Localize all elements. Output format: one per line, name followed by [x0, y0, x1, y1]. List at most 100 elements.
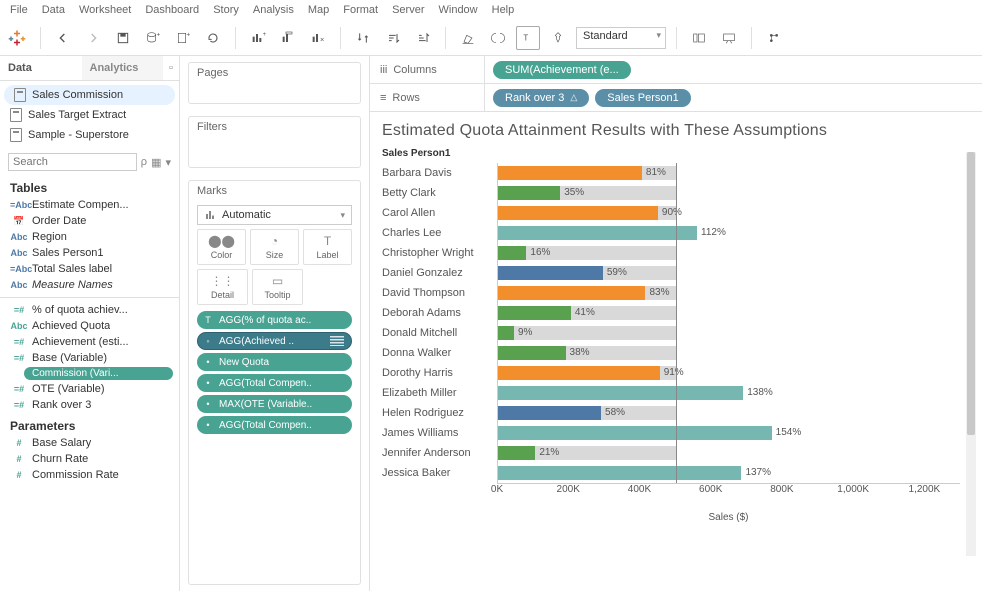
menu-window[interactable]: Window: [439, 4, 478, 16]
field-item[interactable]: AbcSales Person1: [0, 245, 179, 261]
show-labels-button[interactable]: T: [516, 26, 540, 50]
chart-row[interactable]: 16%: [498, 243, 960, 263]
chart-row[interactable]: 83%: [498, 283, 960, 303]
analytics-tab[interactable]: Analytics: [82, 56, 164, 80]
show-me-button[interactable]: [762, 26, 786, 50]
filters-shelf[interactable]: Filters: [188, 116, 361, 168]
row-label[interactable]: Dorothy Harris: [382, 363, 497, 383]
presentation-button[interactable]: [717, 26, 741, 50]
pin-button[interactable]: [546, 26, 570, 50]
field-item[interactable]: =AbcTotal Sales label: [0, 261, 179, 277]
field-item[interactable]: AbcRegion: [0, 229, 179, 245]
field-item[interactable]: =#Base (Variable): [0, 350, 179, 366]
row-label[interactable]: Christopher Wright: [382, 243, 497, 263]
chart-row[interactable]: 137%: [498, 463, 960, 483]
fit-selector[interactable]: Standard: [576, 27, 666, 49]
shelf-pill[interactable]: SUM(Achievement (e...: [493, 61, 631, 79]
shelf-pill[interactable]: Rank over 3△: [493, 89, 589, 107]
show-cards-button[interactable]: [687, 26, 711, 50]
chart-plot[interactable]: 81%35%90%112%16%59%83%41%9%38%91%138%58%…: [497, 163, 960, 484]
filter-icon[interactable]: ▾: [165, 156, 171, 169]
mark-pill[interactable]: •AGG(Total Compen..: [197, 416, 352, 434]
field-item[interactable]: =#OTE (Variable): [0, 381, 179, 397]
new-sheet-icon[interactable]: +: [246, 26, 270, 50]
marks-tooltip[interactable]: ▭Tooltip: [252, 269, 303, 305]
group-button[interactable]: [486, 26, 510, 50]
row-label[interactable]: David Thompson: [382, 283, 497, 303]
pane-menu-icon[interactable]: ▫: [163, 56, 179, 80]
data-tab[interactable]: Data: [0, 56, 82, 80]
chart-row[interactable]: 59%: [498, 263, 960, 283]
chart-row[interactable]: 138%: [498, 383, 960, 403]
chart-row[interactable]: 112%: [498, 223, 960, 243]
field-item[interactable]: #Commission Rate: [0, 467, 179, 483]
clear-sheet-icon[interactable]: ×: [306, 26, 330, 50]
menu-file[interactable]: File: [10, 4, 28, 16]
row-label[interactable]: Deborah Adams: [382, 303, 497, 323]
chart-row[interactable]: 81%: [498, 163, 960, 183]
menu-format[interactable]: Format: [343, 4, 378, 16]
new-worksheet-button[interactable]: +: [171, 26, 195, 50]
refresh-button[interactable]: [201, 26, 225, 50]
row-label[interactable]: Elizabeth Miller: [382, 383, 497, 403]
search-clear-icon[interactable]: ρ: [141, 156, 147, 168]
field-item[interactable]: 📅Order Date: [0, 213, 179, 229]
row-label[interactable]: Carol Allen: [382, 203, 497, 223]
chart-row[interactable]: 154%: [498, 423, 960, 443]
field-item[interactable]: #Churn Rate: [0, 451, 179, 467]
data-source-item[interactable]: Sales Target Extract: [0, 105, 179, 125]
row-label[interactable]: Barbara Davis: [382, 163, 497, 183]
mark-pill[interactable]: •AGG(Total Compen..: [197, 374, 352, 392]
chart-row[interactable]: 21%: [498, 443, 960, 463]
menu-help[interactable]: Help: [492, 4, 515, 16]
rows-shelf[interactable]: ≡Rows Rank over 3△Sales Person1: [370, 84, 982, 112]
field-pill[interactable]: Commission (Vari...: [24, 367, 173, 380]
marks-label[interactable]: TLabel: [303, 229, 352, 265]
mark-pill[interactable]: •New Quota: [197, 353, 352, 371]
data-source-item[interactable]: Sales Commission: [4, 85, 175, 105]
pill-menu-icon[interactable]: [330, 336, 344, 346]
swap-rows-cols-button[interactable]: [351, 26, 375, 50]
menu-analysis[interactable]: Analysis: [253, 4, 294, 16]
field-item[interactable]: AbcAchieved Quota: [0, 318, 179, 334]
field-item[interactable]: =#Rank over 3: [0, 397, 179, 413]
row-label[interactable]: James Williams: [382, 423, 497, 443]
chart-row[interactable]: 35%: [498, 183, 960, 203]
field-item[interactable]: =AbcEstimate Compen...: [0, 197, 179, 213]
shelf-pill[interactable]: Sales Person1: [595, 89, 691, 107]
marks-detail[interactable]: ⋮⋮Detail: [197, 269, 248, 305]
chart-row[interactable]: 91%: [498, 363, 960, 383]
row-label[interactable]: Jessica Baker: [382, 463, 497, 483]
pages-shelf[interactable]: Pages: [188, 62, 361, 104]
back-button[interactable]: [51, 26, 75, 50]
row-label[interactable]: Daniel Gonzalez: [382, 263, 497, 283]
menu-story[interactable]: Story: [213, 4, 239, 16]
menu-worksheet[interactable]: Worksheet: [79, 4, 131, 16]
field-item[interactable]: #Base Salary: [0, 435, 179, 451]
field-item[interactable]: =#% of quota achiev...: [0, 302, 179, 318]
field-item[interactable]: =#Achievement (esti...: [0, 334, 179, 350]
marks-color[interactable]: ⬤⬤Color: [197, 229, 246, 265]
columns-shelf[interactable]: iiiColumns SUM(Achievement (e...: [370, 56, 982, 84]
view-mode-icon[interactable]: ▦: [151, 156, 161, 169]
row-label[interactable]: Donald Mitchell: [382, 323, 497, 343]
mark-pill[interactable]: TAGG(% of quota ac..: [197, 311, 352, 329]
forward-button[interactable]: [81, 26, 105, 50]
sort-asc-button[interactable]: [381, 26, 405, 50]
vertical-scrollbar[interactable]: [966, 152, 976, 556]
sort-desc-button[interactable]: [411, 26, 435, 50]
menu-map[interactable]: Map: [308, 4, 329, 16]
menu-server[interactable]: Server: [392, 4, 424, 16]
row-label[interactable]: Helen Rodriguez: [382, 403, 497, 423]
field-item[interactable]: AbcMeasure Names: [0, 277, 179, 293]
save-button[interactable]: [111, 26, 135, 50]
chart-row[interactable]: 58%: [498, 403, 960, 423]
mark-pill[interactable]: ◦AGG(Achieved ..: [197, 332, 352, 350]
chart-row[interactable]: 9%: [498, 323, 960, 343]
marks-type-selector[interactable]: Automatic: [197, 205, 352, 225]
chart-row[interactable]: 38%: [498, 343, 960, 363]
chart-row[interactable]: 90%: [498, 203, 960, 223]
data-source-item[interactable]: Sample - Superstore: [0, 125, 179, 145]
chart-row[interactable]: 41%: [498, 303, 960, 323]
row-label[interactable]: Donna Walker: [382, 343, 497, 363]
